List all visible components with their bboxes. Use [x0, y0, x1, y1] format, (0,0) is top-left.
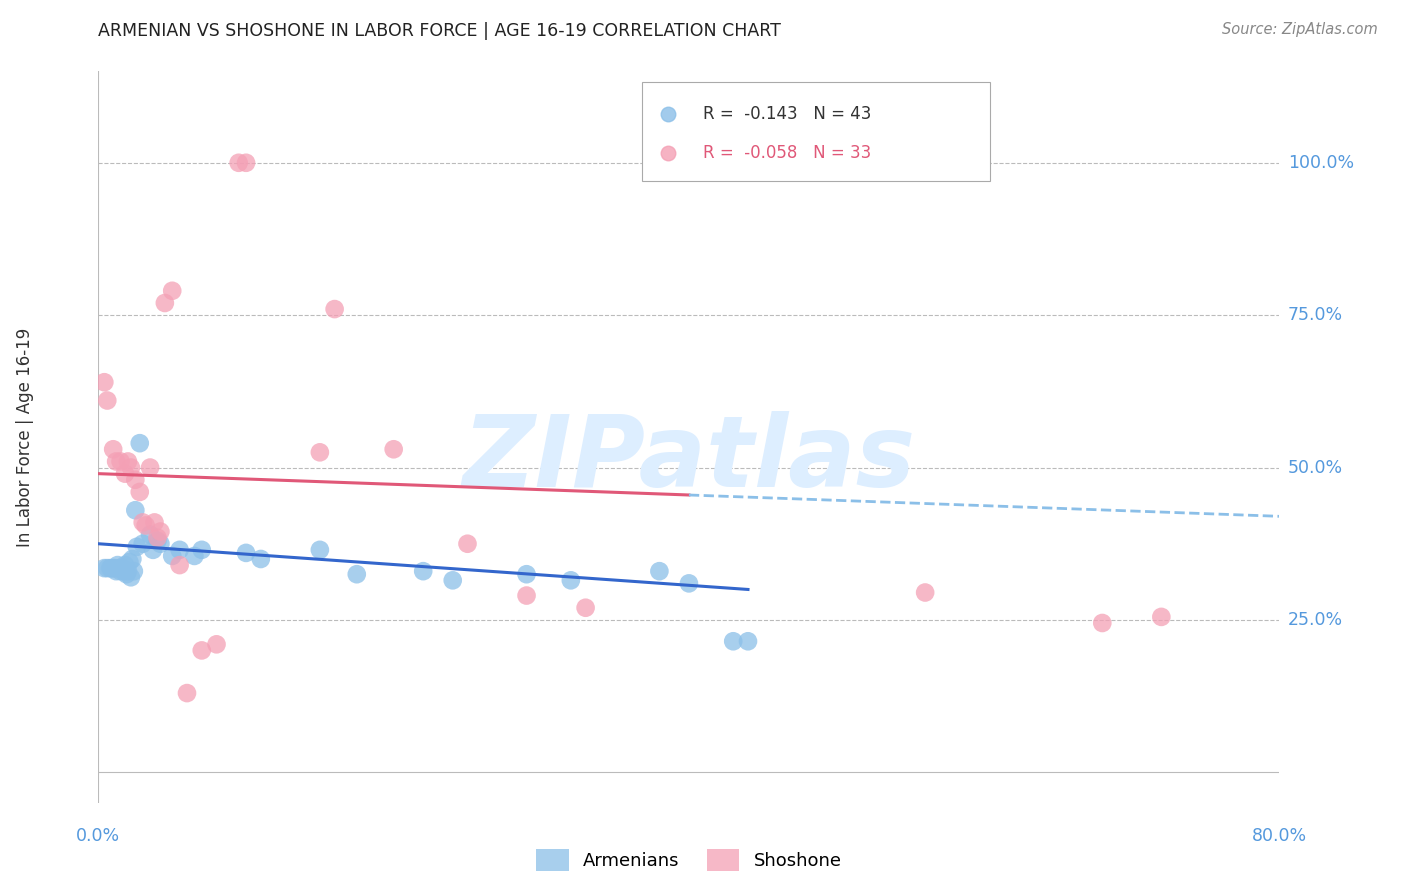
Point [107, 558, 129, 573]
Point [169, 558, 191, 573]
Point [142, 542, 165, 557]
Point [799, 224, 821, 238]
Text: 75.0%: 75.0% [1288, 306, 1343, 324]
Point [128, 436, 150, 450]
Point [111, 561, 134, 575]
Point [153, 296, 176, 310]
Point [456, 537, 478, 551]
Point [162, 284, 183, 298]
Point [648, 564, 671, 578]
Point [124, 503, 146, 517]
Point [228, 155, 250, 169]
Text: 25.0%: 25.0% [1288, 611, 1343, 629]
Point [105, 454, 128, 468]
Text: R =  -0.058   N = 33: R = -0.058 N = 33 [703, 145, 872, 162]
Point [441, 574, 464, 588]
Point [191, 643, 214, 657]
Point [104, 561, 127, 575]
Point [117, 454, 139, 468]
Point [309, 542, 332, 557]
Point [117, 564, 139, 578]
Point [98, 561, 121, 575]
Point [139, 527, 162, 541]
Point [574, 600, 596, 615]
Point [96, 393, 118, 408]
Point [100, 561, 122, 575]
Point [146, 533, 169, 548]
Point [124, 473, 146, 487]
Point [146, 531, 169, 545]
Text: Source: ZipAtlas.com: Source: ZipAtlas.com [1222, 22, 1378, 37]
Text: 100.0%: 100.0% [1288, 153, 1354, 172]
Point [560, 574, 582, 588]
FancyBboxPatch shape [641, 82, 990, 181]
Point [132, 537, 155, 551]
Point [323, 301, 346, 317]
Text: In Labor Force | Age 16-19: In Labor Force | Age 16-19 [17, 327, 34, 547]
Point [125, 540, 148, 554]
Text: ARMENIAN VS SHOSHONE IN LABOR FORCE | AGE 16-19 CORRELATION CHART: ARMENIAN VS SHOSHONE IN LABOR FORCE | AG… [98, 22, 782, 40]
Point [205, 637, 228, 651]
Point [515, 589, 537, 603]
Point [105, 564, 128, 578]
Point [128, 485, 150, 500]
Point [737, 634, 759, 648]
Point [120, 460, 142, 475]
Legend: Armenians, Shoshone: Armenians, Shoshone [529, 841, 849, 878]
Text: 50.0%: 50.0% [1288, 458, 1343, 476]
Point [118, 555, 141, 569]
Point [122, 564, 145, 578]
Point [162, 549, 183, 563]
Point [191, 542, 214, 557]
Point [135, 518, 157, 533]
Point [169, 542, 191, 557]
Point [149, 524, 172, 539]
Point [103, 442, 125, 457]
Point [103, 561, 125, 575]
Text: ZIPatlas: ZIPatlas [463, 410, 915, 508]
Point [115, 567, 138, 582]
Point [176, 686, 198, 700]
Point [121, 552, 143, 566]
Text: 0.0%: 0.0% [76, 827, 121, 846]
Point [235, 155, 257, 169]
Point [382, 442, 405, 457]
Point [93, 375, 115, 389]
Point [110, 564, 132, 578]
Point [132, 516, 155, 530]
Text: 80.0%: 80.0% [1251, 827, 1308, 846]
Point [721, 634, 744, 648]
Point [678, 576, 700, 591]
Point [914, 585, 936, 599]
Point [112, 564, 135, 578]
Point [346, 567, 368, 582]
Point [114, 467, 136, 481]
Text: R =  -0.143   N = 43: R = -0.143 N = 43 [703, 105, 872, 123]
Point [110, 454, 132, 468]
Point [93, 561, 115, 575]
Point [108, 561, 131, 575]
Point [143, 516, 166, 530]
Point [515, 567, 537, 582]
Point [309, 445, 332, 459]
Point [183, 549, 205, 563]
Point [799, 191, 821, 205]
Point [250, 552, 273, 566]
Point [235, 546, 257, 560]
Point [149, 537, 172, 551]
Point [139, 460, 162, 475]
Point [1091, 615, 1114, 630]
Point [114, 558, 136, 573]
Point [412, 564, 434, 578]
Point [96, 561, 118, 575]
Point [120, 570, 142, 584]
Point [1150, 610, 1173, 624]
